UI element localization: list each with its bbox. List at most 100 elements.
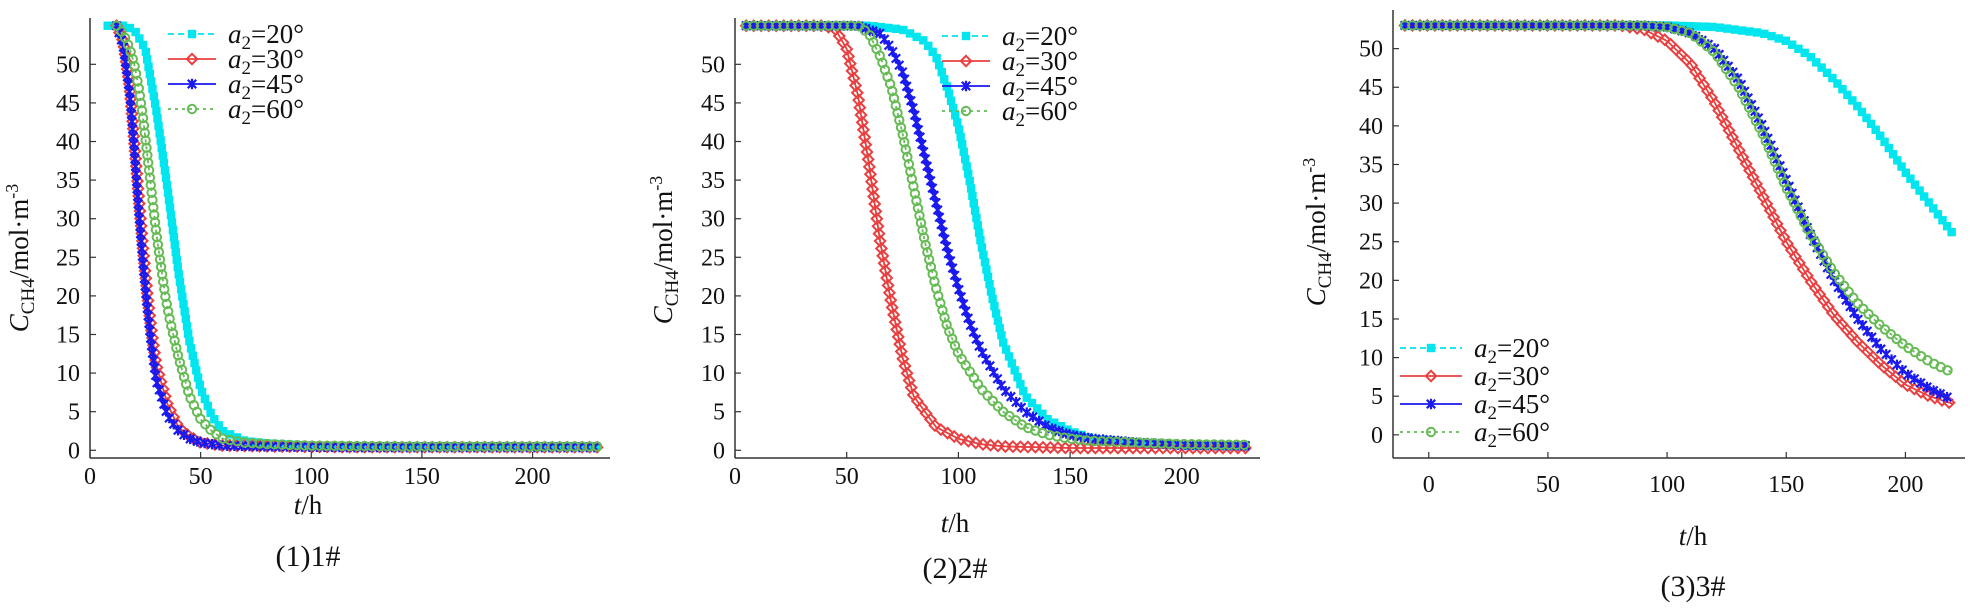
panel-1-series-0-point-38: [175, 277, 185, 287]
panel-2-series-3-point-70: [992, 401, 1004, 412]
panel-2-series-0-point-52: [976, 235, 985, 245]
panel-3-series-0-point-73: [1893, 156, 1902, 165]
panel-1-series-0-point-60: [225, 430, 235, 439]
panel-2-series-1-point-71: [954, 432, 968, 446]
panel-1-series-1-line: [115, 25, 599, 449]
panel-1-series-0-point-50: [192, 366, 201, 375]
panel-2-legend-2-label: a2=45°: [1002, 71, 1078, 106]
panel-3-markers: [1398, 18, 1956, 410]
panel-1-series-0-point-32: [169, 233, 179, 242]
panel-2-series-3-point-68: [982, 390, 993, 401]
panel-1-series-0-point-27: [164, 195, 174, 205]
panel-2-series-0-point-37: [954, 125, 964, 134]
panel-1-ytick-label-1: 5: [68, 400, 80, 426]
panel-3-legend-0-marker: [1426, 343, 1436, 353]
panel-2-series-0-point-44: [965, 176, 974, 186]
panel-1-xtick-label-3: 150: [404, 464, 440, 490]
panel-2-series-0-point-29: [937, 68, 946, 77]
panel-2-xtick-label-4: 200: [1164, 464, 1200, 490]
panel-3-legend: a2=20°a2=30°a2=45°a2=60°: [1400, 333, 1550, 452]
panel-2-series-0-point-50: [973, 221, 982, 230]
panel-2-series-0-point-68: [1004, 352, 1014, 361]
panel-1-series-3-line: [115, 25, 599, 448]
panel-3-series-0-point-62: [1843, 90, 1852, 100]
panel-1-series-0-point-22: [159, 158, 169, 168]
panel-3-series-0-point-67: [1866, 119, 1876, 129]
panel-2-series-0-point-48: [970, 206, 980, 215]
panel-2-series-0-point-51: [974, 228, 984, 237]
panel-2-series-0-point-30: [940, 75, 949, 84]
panel-2-xtick-label-0: 0: [729, 464, 741, 490]
panel-2-series-0-point-22: [905, 29, 915, 38]
panel-2-series-1-point-30: [861, 152, 875, 167]
panel-3-series-0-point-61: [1838, 84, 1847, 94]
panel-1-series-3-point-108: [591, 441, 603, 452]
panel-3-series-0-point-46: [1745, 27, 1754, 36]
panel-1-series-0-point-12: [148, 84, 157, 93]
panel-3-caption: (3)3#: [1661, 570, 1726, 603]
panel-2-ytick-label-10: 50: [701, 52, 725, 78]
panel-2-lines: [746, 24, 1249, 449]
panel-2-series-1-point-21: [850, 86, 864, 100]
panel-3-series-0-point-66: [1862, 113, 1871, 123]
panel-2-series-0-point-26: [928, 47, 937, 57]
panel-2-series-1-point-73: [969, 436, 983, 450]
panel-3-series-0-point-77: [1910, 180, 1920, 189]
panel-2-series-0-point-64: [995, 323, 1004, 333]
panel-1-xtick-label-0: 0: [84, 464, 96, 490]
panel-2-series-0-point-27: [932, 53, 941, 63]
panel-2-series-0-point-61: [990, 301, 999, 311]
panel-2-series-0-point-21: [899, 25, 908, 35]
panel-1-series-0-point-55: [203, 401, 212, 411]
panel-2-series-1-point-49: [884, 293, 898, 307]
panel-3-series-0-point-56: [1812, 58, 1821, 67]
panel-2-series-2-point-73: [1021, 407, 1032, 418]
panel-1-series-0-point-25: [162, 180, 172, 190]
panel-3-series-0-point-74: [1897, 162, 1906, 171]
panel-2-ticks: 0 50 100 150 200 0 5 10 15 20 25 30 35 40 45 50: [701, 52, 1200, 490]
panel-1-legend: a2=20°a2=30°a2=45°a2=60°: [168, 19, 304, 129]
panel-2-series-0-point-42: [962, 162, 971, 171]
panel-1-series-0-point-9: [144, 62, 153, 71]
panel-2-xtick-label-1: 50: [835, 464, 859, 490]
panel-1-series-2-point-56: [178, 429, 189, 440]
panel-3-ytick-label-0: 0: [1371, 423, 1383, 449]
panel-1-ytick-label-6: 30: [56, 207, 80, 233]
panel-3-series-0-point-44: [1730, 25, 1739, 34]
panel-2-series-0-point-72: [1016, 379, 1025, 389]
panel-2-series-0-point-40: [959, 147, 968, 156]
panel-2-xtick-label-3: 150: [1052, 464, 1088, 490]
panel-1-series-0-point-43: [181, 314, 191, 324]
panel-2-ytick-label-5: 25: [701, 245, 725, 271]
panel-3-series-0-point-58: [1822, 68, 1832, 78]
panel-1-series-0-point-58: [214, 421, 223, 430]
panel-2-series-1-point-29: [860, 145, 874, 159]
panel-2-ylabel: CCH4/mol·m-3: [646, 176, 683, 324]
panel-1-ytick-label-3: 15: [56, 322, 80, 348]
panel-1-caption: (1)1#: [276, 540, 341, 573]
panel-2-series-0-point-80: [1056, 421, 1066, 431]
panel-2-series-0-point-18: [876, 22, 886, 32]
panel-3-ytick-label-9: 45: [1359, 75, 1383, 101]
panel-1: 0 50 100 150 200 0 5 10 15 20 25 30 35 40 45 50 CCH4/mo…: [2, 18, 610, 573]
panel-2-series-1-point-24: [854, 108, 868, 122]
panel-3-series-1-point-34: [1651, 29, 1665, 44]
panel-2-ytick-label-4: 20: [701, 284, 725, 310]
panel-1-series-0-point-17: [154, 121, 163, 130]
panel-2-series-1-point-38: [870, 212, 884, 226]
panel-3-series-0-point-70: [1880, 137, 1889, 147]
panel-2-series-1-point-31: [862, 160, 876, 174]
panel-1-series-0-point-10: [145, 69, 155, 79]
panel-3-series-0-point-54: [1800, 48, 1809, 58]
panel-2-series-0-point-60: [988, 294, 997, 304]
panel-2-series-1-point-22: [852, 93, 866, 107]
panel-2-series-1-point-48: [882, 286, 897, 300]
panel-2-legend-2-marker: [961, 80, 971, 92]
panel-1-series-0-point-6: [138, 40, 148, 50]
panel-2-series-0-point-73: [1019, 386, 1028, 396]
panel-2-ytick-label-0: 0: [713, 438, 725, 464]
panel-3-series-2-point-97: [1928, 385, 1939, 396]
panel-1-series-0-point-59: [219, 427, 228, 436]
panel-2-series-0-point-63: [993, 316, 1003, 325]
panel-3-ticks: 0 50 100 150 200 0 5 10 15 20 25 30 35 40 45 50: [1359, 37, 1923, 498]
